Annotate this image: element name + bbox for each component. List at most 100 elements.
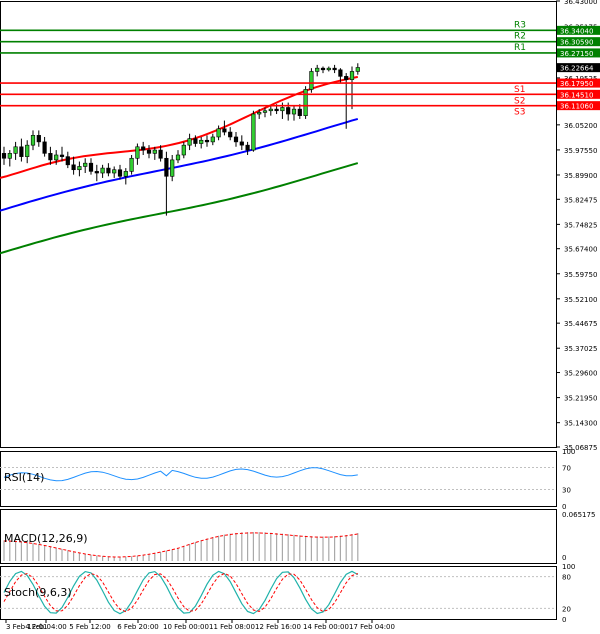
candle-body bbox=[239, 141, 244, 146]
rsi-tick-label: 30 bbox=[562, 487, 571, 495]
candle-body bbox=[309, 71, 314, 90]
candle bbox=[152, 146, 157, 160]
pivot-level-label: R3 bbox=[514, 20, 526, 30]
candle bbox=[187, 133, 192, 151]
candle bbox=[36, 130, 41, 147]
pivot-price-tag bbox=[557, 25, 600, 35]
price-tick-label: 35.74825 bbox=[564, 221, 597, 229]
candle-body bbox=[65, 156, 70, 166]
price-tick-label: 35.67400 bbox=[564, 246, 597, 254]
candle bbox=[25, 140, 30, 164]
candle-body bbox=[36, 135, 41, 143]
rsi-tick-label: 100 bbox=[562, 448, 575, 456]
candle-body bbox=[175, 154, 181, 161]
candle-body bbox=[320, 67, 326, 71]
candle bbox=[291, 105, 297, 121]
price-tick-label: 36.43000 bbox=[564, 0, 597, 6]
stoch-signal-line bbox=[3, 572, 358, 613]
candle bbox=[297, 104, 302, 119]
pivot-level-label: R1 bbox=[514, 43, 526, 53]
price-frame bbox=[0, 1, 557, 448]
pivot-price-tag-label: 36.17950 bbox=[560, 80, 593, 88]
candle bbox=[129, 154, 134, 175]
candle bbox=[100, 164, 105, 178]
pivot-price-tag-label: 36.11060 bbox=[560, 103, 593, 111]
macd-tick-label: 0.065175 bbox=[562, 511, 595, 519]
candle bbox=[106, 163, 111, 177]
candle bbox=[204, 135, 210, 147]
candle bbox=[71, 156, 76, 175]
candle-body bbox=[100, 167, 105, 174]
rsi-label: RSI(14) bbox=[4, 471, 44, 484]
candle-body bbox=[152, 149, 157, 154]
candle-body bbox=[245, 144, 250, 151]
rsi-panel: 100 70 30 0 RSI(14) bbox=[0, 448, 575, 511]
candle bbox=[262, 107, 268, 118]
candle bbox=[30, 130, 36, 151]
pivot-price-tag bbox=[557, 89, 600, 99]
candle-body bbox=[164, 157, 169, 177]
candle bbox=[303, 86, 308, 119]
candle bbox=[77, 161, 82, 177]
macd-label: MACD(12,26,9) bbox=[4, 532, 88, 545]
candle-body bbox=[251, 113, 256, 151]
candle bbox=[349, 66, 355, 110]
candle-body bbox=[25, 144, 30, 157]
pivot-price-tag bbox=[557, 48, 600, 58]
candle bbox=[19, 138, 24, 162]
candle bbox=[268, 105, 273, 116]
candle-body bbox=[355, 67, 360, 72]
candle-body bbox=[349, 71, 355, 80]
candle-body bbox=[71, 164, 76, 171]
pivot-price-tag-label: 36.34040 bbox=[560, 27, 593, 35]
time-tick-label: 12 Feb 16:00 bbox=[255, 623, 301, 631]
candle-body bbox=[187, 138, 192, 146]
price-tick-label: 36.05200 bbox=[564, 122, 597, 130]
candle bbox=[112, 166, 117, 178]
candle-body bbox=[280, 107, 285, 112]
candle-body bbox=[158, 149, 163, 159]
candle bbox=[1, 146, 7, 165]
candle-body bbox=[286, 107, 291, 115]
candle-body bbox=[42, 141, 47, 154]
time-tick-label: 11 Feb 08:00 bbox=[209, 623, 255, 631]
candle-body bbox=[291, 108, 297, 115]
pivot-price-tag-label: 36.30590 bbox=[560, 39, 593, 47]
candle-body bbox=[222, 128, 227, 133]
candle bbox=[141, 141, 146, 155]
candle-body bbox=[117, 169, 123, 177]
pivot-price-tag-label: 36.14510 bbox=[560, 91, 593, 99]
candle bbox=[48, 146, 53, 165]
price-tick-label: 35.89900 bbox=[564, 172, 597, 180]
time-tick-label: 5 Feb 12:00 bbox=[69, 623, 110, 631]
candle-body bbox=[94, 171, 99, 174]
candle-body bbox=[19, 146, 24, 157]
current-price-tag bbox=[557, 63, 600, 73]
price-tick-label: 35.97550 bbox=[564, 147, 597, 155]
candle-body bbox=[88, 162, 94, 172]
pivot-price-tag bbox=[557, 37, 600, 47]
candle bbox=[59, 146, 65, 162]
candle bbox=[83, 158, 88, 174]
price-tick-label: 35.37025 bbox=[564, 345, 597, 353]
candle-body bbox=[262, 110, 268, 113]
rsi-frame bbox=[0, 451, 557, 507]
candle bbox=[239, 135, 244, 151]
stoch-label: Stoch(9,6,3) bbox=[4, 586, 72, 599]
candle bbox=[355, 63, 360, 75]
candle bbox=[332, 64, 337, 74]
candle-body bbox=[326, 67, 331, 71]
time-tick-label: 14 Feb 00:00 bbox=[303, 623, 349, 631]
candle bbox=[320, 66, 326, 74]
macd-frame bbox=[0, 509, 557, 564]
price-tick-label: 35.06875 bbox=[564, 444, 597, 452]
time-tick-label: 4 Feb 04:00 bbox=[25, 623, 66, 631]
stoch-tick-label: 20 bbox=[562, 605, 571, 613]
price-tick-label: 35.52100 bbox=[564, 296, 597, 304]
candle-body bbox=[1, 153, 7, 159]
time-tick-label: 6 Feb 20:00 bbox=[117, 623, 158, 631]
candle-body bbox=[274, 108, 279, 112]
stoch-tick-label: 100 bbox=[562, 563, 575, 571]
candle-body bbox=[106, 167, 111, 174]
time-tick-label: 10 Feb 00:00 bbox=[163, 623, 209, 631]
